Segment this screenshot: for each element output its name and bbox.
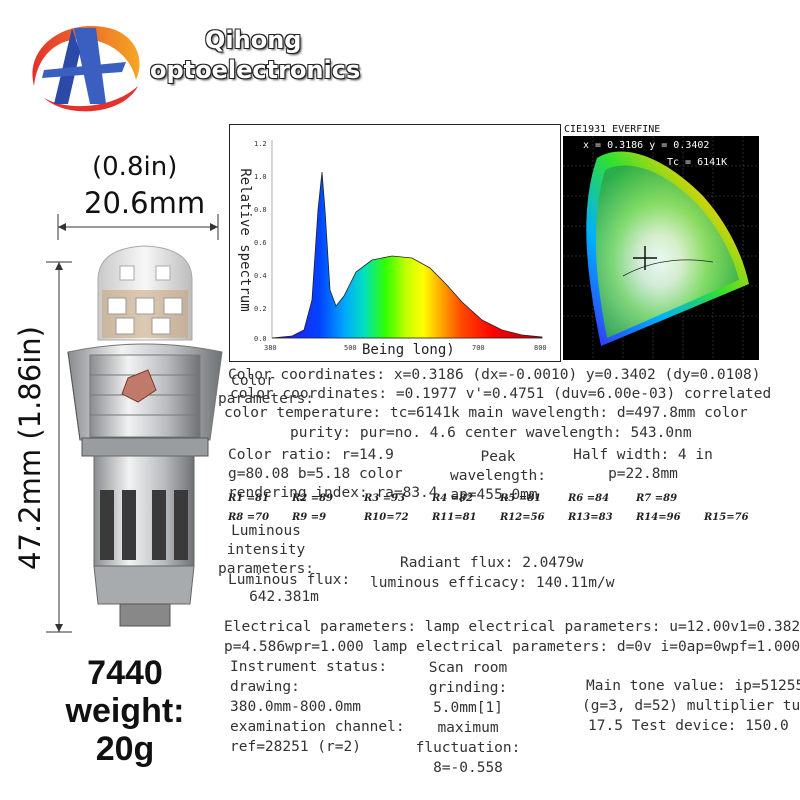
r-value: R5 =81 (500, 493, 542, 504)
half-width-line1: Half width: 4 in (573, 447, 713, 463)
cie-tc: Tc = 6141K (667, 157, 727, 168)
peak-line2: wavelength: (449, 468, 547, 484)
cie-diagram: x = 0.3186 y = 0.3402 Tc = 6141K (563, 136, 759, 360)
tone-line1: Main tone value: ip=51255 (586, 678, 800, 694)
scan-line1: Scan room (428, 660, 508, 676)
instrument-line3: 380.0mm-800.0mm (230, 699, 361, 715)
ytick-0-0: 0.0 (254, 335, 267, 343)
instrument-line5: ref=28251 (r=2) (230, 739, 361, 755)
brand-name-line1: Qihong (205, 26, 302, 54)
luminous-line3: parameters: (218, 561, 315, 577)
ytick-1-2: 1.2 (254, 140, 267, 148)
weight-value: 20g (95, 730, 155, 768)
ytick-0-8: 0.8 (254, 206, 267, 214)
r-value: R7 =89 (636, 493, 678, 504)
brand-name-line2: optoelectronics (150, 56, 361, 84)
r-value: R12=56 (500, 512, 545, 523)
r-value: R6 =84 (568, 493, 610, 504)
cie-title: CIE1931 EVERFINE (564, 124, 661, 135)
radiant-flux: Radiant flux: 2.0479w (400, 555, 584, 571)
color-params-line3: color temperature: tc=6141k main wavelen… (224, 405, 748, 421)
r-value: R15=76 (704, 512, 749, 523)
scan-line2: grinding: (428, 680, 508, 696)
luminous-line5: 642.381m (249, 589, 319, 605)
electrical-line2: p=4.586wpr=1.000 lamp electrical paramet… (224, 639, 800, 655)
r-value: R11=81 (432, 512, 477, 523)
luminous-line4: Luminous flux: (228, 572, 351, 588)
tone-line3: 17.5 Test device: 150.0 (588, 718, 789, 734)
electrical-line1: Electrical parameters: lamp electrical p… (224, 619, 800, 635)
r-value: R9 =9 (292, 512, 327, 523)
xtick-700: 700 (472, 344, 485, 352)
brand-logo (32, 26, 140, 112)
color-params-line4: purity: pur=no. 4.6 center wavelength: 5… (290, 425, 692, 441)
xtick-380: 380 (264, 344, 277, 352)
peak-line1: Peak (480, 449, 516, 465)
ratio-line3: rendering index: ra=83.4 (228, 485, 438, 501)
tone-line2: (g=3, d=52) multiplier tube: (582, 698, 800, 714)
color-params-line1: Color coordinates: x=0.3186 (dx=-0.0010)… (228, 367, 761, 383)
ytick-1-0: 1.0 (254, 173, 267, 181)
spectrum-y-label: Relative spectrum (237, 168, 253, 312)
bulb-illustration (67, 245, 223, 627)
width-mm-label: 20.6mm (84, 186, 206, 220)
luminous-efficacy: luminous efficacy: 140.11m/w (370, 575, 615, 591)
scan-line4: maximum (437, 720, 499, 736)
xtick-800: 800 (534, 344, 547, 352)
spectrum-chart: 1.2 1.0 0.8 0.6 0.4 0.2 0.0 380 500 700 … (254, 140, 547, 352)
spectrum-x-label: Being long) (362, 342, 455, 358)
luminous-line2: intensity (226, 542, 306, 558)
r-value: R14=96 (636, 512, 681, 523)
height-label: 47.2mm (1.86in) (13, 326, 47, 570)
r-value: R10=72 (364, 512, 409, 523)
r-value: R3 =93 (364, 493, 406, 504)
ratio-line1: Color ratio: r=14.9 (228, 447, 394, 463)
ytick-0-2: 0.2 (254, 305, 267, 313)
ytick-0-6: 0.6 (254, 239, 267, 247)
r-value: R2 =89 (292, 493, 334, 504)
cie-coords: x = 0.3186 y = 0.3402 (583, 140, 709, 151)
scan-line6: 8=-0.558 (433, 760, 503, 776)
r-value: R1 =81 (228, 493, 270, 504)
scan-line5: fluctuation: (415, 740, 521, 756)
xtick-500: 500 (344, 344, 357, 352)
weight-label: weight: (65, 692, 185, 730)
half-width-line2: p=22.8mm (608, 466, 678, 482)
r-value: R13=83 (568, 512, 613, 523)
model-number: 7440 (87, 654, 163, 692)
instrument-line1: Instrument status: (230, 659, 388, 675)
width-inch-label: (0.8in) (92, 152, 178, 182)
spectrum-curve (271, 171, 543, 339)
ytick-0-4: 0.4 (254, 272, 267, 280)
luminous-line1: Luminous (231, 523, 301, 539)
peak-line3: ap=455.0mm (450, 487, 538, 503)
r-value: R4 =82 (432, 493, 474, 504)
instrument-line2: drawing: (230, 679, 300, 695)
scan-line3: 5.0mm[1] (433, 700, 503, 716)
width-dimension-line (57, 214, 219, 240)
r-value: R8 =70 (228, 512, 270, 523)
instrument-line4: examination channel: (230, 719, 405, 735)
color-params-line2: color coordinates: =0.1977 v'=0.4751 (du… (230, 386, 772, 402)
height-dimension-line (46, 261, 72, 633)
ratio-line2: g=80.08 b=5.18 color (228, 466, 403, 482)
